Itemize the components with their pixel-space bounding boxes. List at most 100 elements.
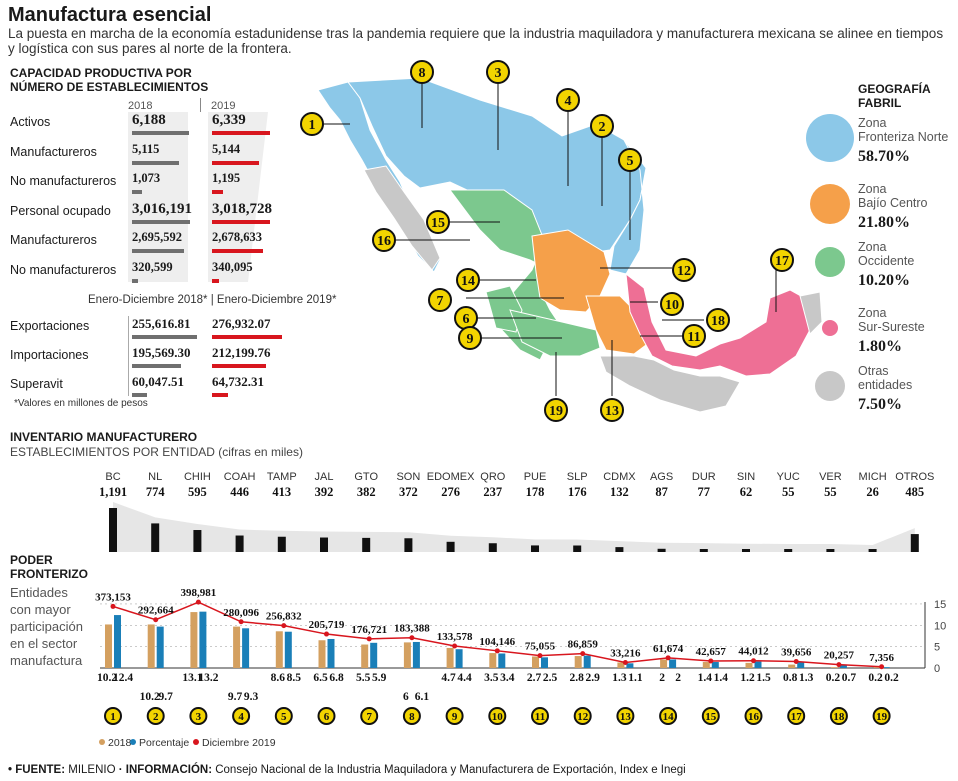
dic2019-label: 39,656: [781, 646, 812, 658]
label-2018: 0.8: [783, 672, 798, 684]
dic2019-label: 292,664: [138, 605, 174, 617]
zone-percentage: 7.50%: [858, 396, 902, 413]
footer-source: MILENIO: [68, 764, 116, 776]
inventory-bar: [109, 508, 117, 552]
zone-name-line2: Fronteriza Norte: [858, 130, 949, 144]
dic2019-label: 20,257: [824, 650, 855, 662]
label-2018: 2.7: [527, 672, 542, 684]
bar-porcentaje: [754, 661, 762, 668]
zone-name-line2: Bajío Centro: [858, 196, 928, 210]
border-description: Entidades con mayor participación en el …: [10, 584, 83, 669]
entity-badge-label: 10: [492, 711, 504, 723]
entity-badge: [146, 707, 165, 725]
label-2018: 10.2: [140, 691, 160, 703]
entity-badge-label: 16: [748, 711, 760, 723]
inventory-value: 87: [655, 485, 668, 499]
label-porcentaje: 9.3: [244, 691, 259, 703]
inventory-value: 55: [824, 485, 837, 499]
capacity-heading-line1: CAPACIDAD PRODUCTIVA POR: [10, 66, 192, 80]
label-2018: 4.7: [441, 672, 456, 684]
bar-porcentaje: [412, 641, 420, 668]
label-2018: 6: [403, 691, 409, 703]
entity-badge: [872, 707, 891, 725]
bar-2018: [105, 624, 112, 668]
map-marker-label: 2: [599, 120, 606, 135]
trade-value-2019: 276,932.07: [212, 316, 271, 331]
label-2018: 9.7: [228, 691, 243, 703]
bar-2019: [212, 190, 223, 194]
entity-badge: [573, 707, 592, 725]
border-heading-line1: PODER: [10, 553, 53, 567]
dic2019-label: 33,216: [610, 648, 641, 660]
bar-2019: [212, 131, 270, 135]
inventory-value: 77: [698, 485, 711, 499]
bar-2018: [489, 653, 497, 668]
inventory-value: 372: [399, 485, 418, 499]
map-marker-1: [300, 112, 324, 136]
dic2019-label: 373,153: [95, 591, 131, 603]
bar-2018: [702, 662, 710, 668]
label-2018: 3.5: [484, 672, 499, 684]
dic2019-label: 398,981: [181, 587, 217, 599]
inventory-value: 595: [188, 485, 207, 499]
inventory-category: NL: [148, 471, 162, 483]
map-marker-label: 3: [495, 66, 502, 81]
map-marker-9: [458, 326, 482, 350]
inventory-category: AGS: [650, 471, 673, 483]
bar-porcentaje: [498, 653, 506, 668]
inventory-category: DUR: [692, 471, 716, 483]
label-2018: 6.5: [313, 672, 328, 684]
bar-2018: [132, 131, 189, 135]
bar-2018: [132, 190, 142, 194]
zone-percentage: 10.20%: [858, 272, 910, 289]
map-marker-label: 1: [309, 118, 316, 133]
dic2019-label: 183,388: [394, 623, 430, 635]
bar-2018: [361, 644, 369, 668]
entity-badge-label: 18: [833, 711, 845, 723]
capacity-value-2019: 1,195: [212, 171, 241, 185]
geography-heading: GEOGRAFÍA FABRIL: [858, 82, 931, 110]
inventory-bar: [531, 545, 539, 552]
inventory-value: 413: [272, 485, 291, 499]
legend-label: 2018: [108, 737, 132, 749]
inventory-bar: [320, 537, 328, 552]
label-porcentaje: 6.1: [415, 691, 430, 703]
zone-color-dot: [810, 184, 850, 224]
bar-2018: [132, 278, 139, 283]
bar-porcentaje: [370, 642, 378, 668]
label-porcentaje: 0.2: [884, 672, 899, 684]
label-2018: 1.2: [740, 672, 755, 684]
map-marker-label: 16: [377, 234, 391, 249]
inventory-bar: [910, 534, 919, 552]
point-dic2019: [537, 653, 543, 659]
legend-swatch: [130, 739, 136, 745]
label-porcentaje: 1.4: [714, 672, 729, 684]
inventory-category: SON: [396, 471, 420, 483]
trade-row: Importaciones 195,569.30 212,199.76: [10, 345, 300, 374]
entity-badge: [659, 707, 678, 725]
entity-badge-label: 1: [110, 711, 116, 723]
entity-badge: [616, 707, 635, 725]
point-dic2019: [879, 664, 885, 670]
legend-swatch: [99, 739, 105, 745]
label-2018: 2.8: [570, 672, 585, 684]
capacity-row-label: Activos: [10, 115, 51, 129]
inventory-value: 176: [568, 485, 587, 499]
capacity-value-2018: 5,115: [132, 141, 160, 156]
dic2019-label: 205,719: [309, 619, 345, 631]
entity-badge-label: 8: [409, 711, 415, 723]
inventory-category: VER: [819, 471, 842, 483]
inventory-value: 26: [866, 485, 879, 499]
entity-badge-label: 7: [366, 711, 372, 723]
trade-row-label: Superavit: [10, 377, 63, 391]
entity-badge: [402, 707, 421, 725]
border-heading: PODER FRONTERIZO: [10, 553, 88, 581]
entity-badge-label: 3: [196, 711, 202, 723]
entity-badge-label: 19: [876, 711, 888, 723]
dic2019-label: 42,657: [696, 646, 727, 658]
entity-badge: [445, 707, 464, 725]
bar-2018: [147, 624, 155, 668]
map-marker-label: 6: [463, 312, 470, 327]
entity-badge: [317, 707, 336, 725]
point-dic2019: [494, 648, 500, 654]
